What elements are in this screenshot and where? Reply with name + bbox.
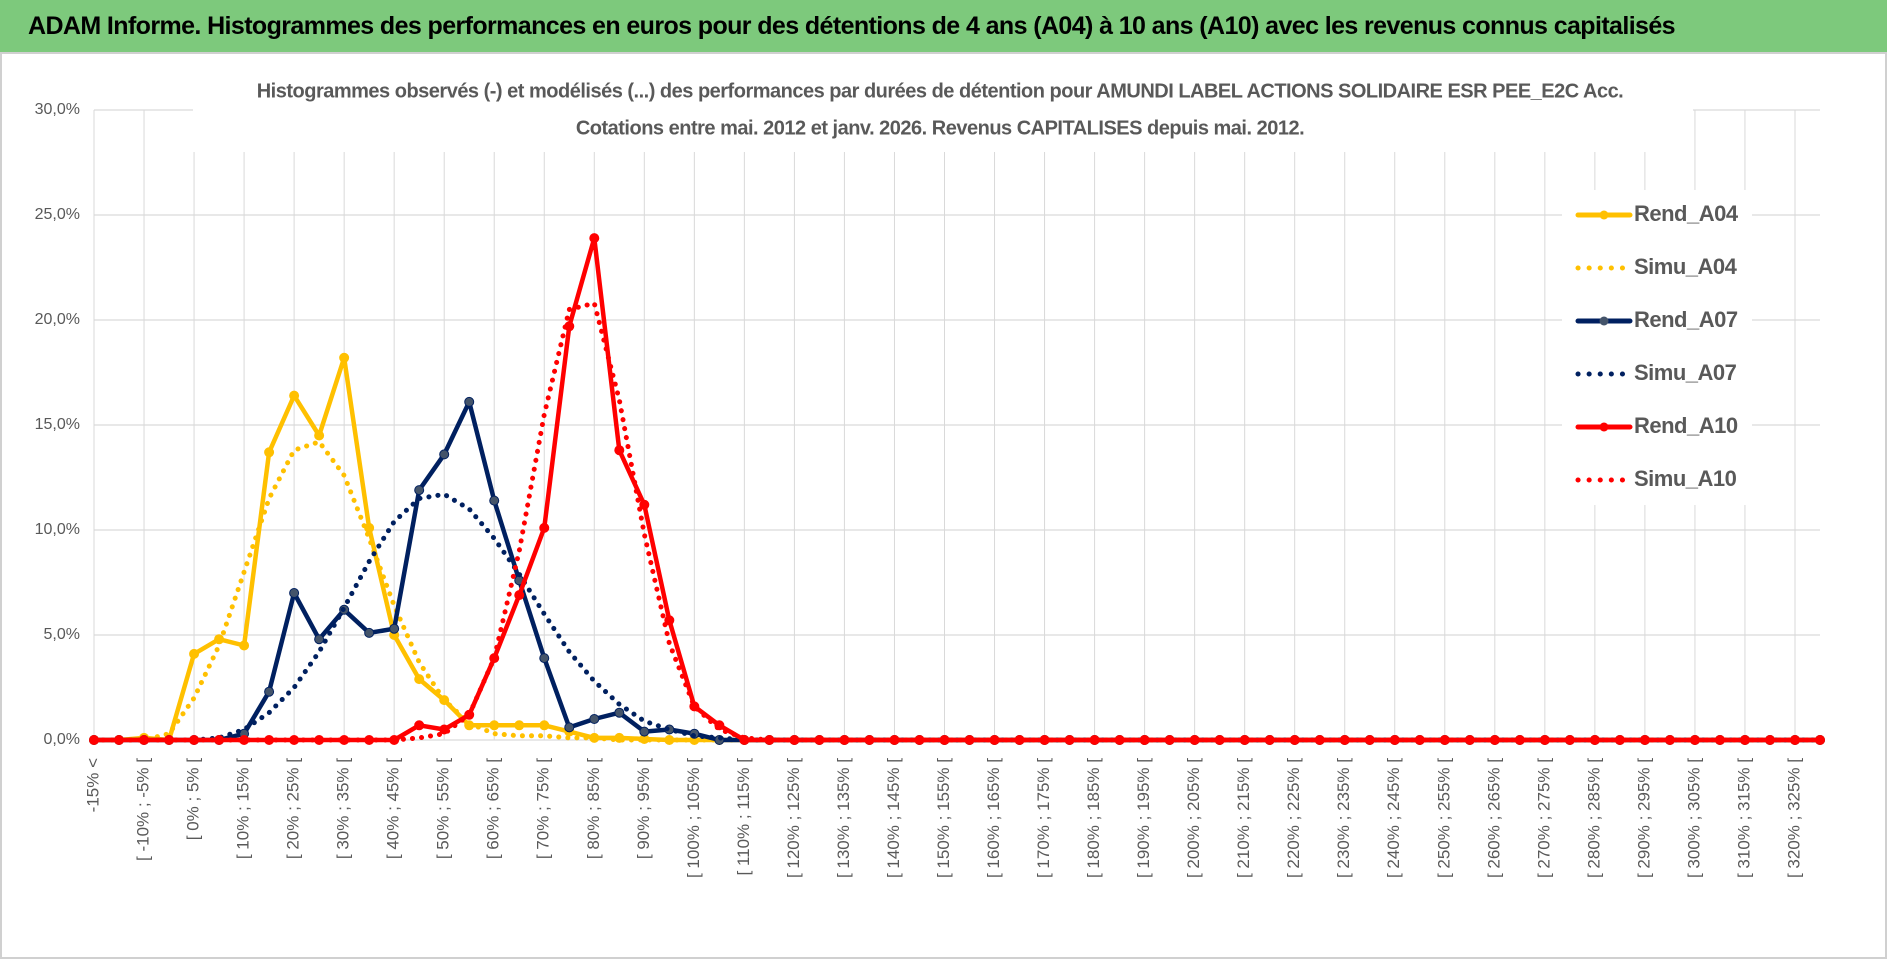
data-point (364, 627, 375, 638)
series-line (91, 399, 1823, 743)
x-tick-label: [ 120% ; 125% [ (784, 758, 803, 878)
legend-label: Rend_A04 (1634, 201, 1739, 226)
x-tick-label: [ 190% ; 195% [ (1134, 758, 1153, 878)
data-point (239, 640, 250, 651)
legend-label: Rend_A07 (1634, 307, 1738, 332)
x-tick-label: [ 300% ; 305% [ (1684, 758, 1703, 878)
header-title: ADAM Informe. Histogrammes des performan… (0, 0, 1887, 52)
x-tick-label: [ 290% ; 295% [ (1634, 758, 1653, 878)
chart-title: Histogrammes observés (-) et modélisés (… (257, 80, 1624, 102)
data-point (314, 634, 325, 645)
legend-marker (1599, 210, 1609, 220)
legend-label: Simu_A10 (1634, 466, 1737, 491)
x-tick-label: [ 260% ; 265% [ (1484, 758, 1503, 878)
x-tick-label: [ 0% ; 5% [ (184, 758, 203, 840)
y-tick-label: 30,0% (35, 101, 80, 118)
x-tick-label: [ 210% ; 215% [ (1234, 758, 1253, 878)
data-point (639, 726, 650, 737)
data-point (514, 720, 525, 731)
x-tick-label: [ 140% ; 145% [ (884, 758, 903, 878)
x-tick-label: [ 50% ; 55% [ (434, 758, 453, 859)
data-point (389, 623, 400, 634)
chart-frame (0, 52, 1887, 959)
series-line (91, 235, 1823, 743)
y-tick-label: 0,0% (44, 731, 80, 748)
data-point (289, 588, 300, 598)
y-tick-label: 15,0% (35, 416, 80, 433)
data-point (489, 495, 500, 506)
x-tick-label: [ 30% ; 35% [ (334, 758, 353, 859)
x-tick-label: [ 70% ; 75% [ (534, 758, 553, 859)
x-tick-label: [ -10% ; -5% [ (134, 758, 153, 861)
data-point (264, 686, 275, 697)
x-tick-label: [ 10% ; 15% [ (234, 758, 253, 859)
legend: Rend_A04 Simu_A04 Rend_A07 Simu_A07 Rend_A10… (1562, 190, 1752, 505)
data-point (339, 352, 350, 363)
data-point (414, 674, 425, 685)
x-tick-label: [ 80% ; 85% [ (584, 758, 603, 859)
x-tick-label: [ 320% ; 325% [ (1784, 758, 1803, 878)
data-point (564, 722, 575, 733)
x-tick-label: [ 280% ; 285% [ (1584, 758, 1603, 878)
legend-label: Simu_A04 (1634, 254, 1738, 279)
x-tick-label: [ 180% ; 185% [ (1084, 758, 1103, 878)
legend-background (1562, 190, 1752, 505)
legend-marker (1599, 422, 1609, 432)
x-tick-label: [ 270% ; 275% [ (1534, 758, 1553, 878)
data-point (439, 449, 450, 460)
chart-subtitle: Cotations entre mai. 2012 et janv. 2026.… (576, 117, 1304, 139)
x-tick-label: -15% < (83, 758, 102, 812)
data-point (639, 499, 650, 510)
title-background (193, 72, 1693, 152)
series-line (91, 300, 1823, 743)
data-point (264, 447, 275, 458)
chart: 0,0% 5,0% 10,0% 15,0% 20,0% 25,0% 30,0% -15% < [… (0, 52, 1887, 959)
data-point (489, 720, 500, 731)
legend-label: Simu_A07 (1634, 360, 1737, 385)
x-tick-label: [ 130% ; 135% [ (834, 758, 853, 878)
data-point (414, 485, 425, 496)
series-line (91, 355, 1823, 743)
grid: 0,0% 5,0% 10,0% 15,0% 20,0% 25,0% 30,0% -15% < [… (35, 101, 1820, 878)
x-tick-label: [ 310% ; 315% [ (1734, 758, 1753, 878)
data-point (414, 720, 425, 731)
x-tick-label: [ 40% ; 45% [ (384, 758, 403, 859)
data-point (589, 714, 600, 724)
series-line (91, 439, 1823, 743)
data-point (514, 590, 525, 601)
data-point (614, 707, 625, 718)
x-tick-label: [ 100% ; 105% [ (684, 758, 703, 878)
data-point (539, 522, 550, 533)
data-point (189, 648, 200, 659)
data-point (464, 396, 475, 407)
x-tick-label: [ 110% ; 115% [ (734, 758, 753, 876)
y-tick-label: 10,0% (35, 521, 80, 538)
y-tick-label: 5,0% (44, 626, 80, 643)
legend-label: Rend_A10 (1634, 413, 1738, 438)
data-point (614, 445, 625, 456)
data-point (589, 233, 600, 244)
x-tick-label: [ 230% ; 235% [ (1334, 758, 1353, 878)
data-point (289, 390, 300, 401)
data-point (314, 430, 325, 441)
x-tick-label: [ 20% ; 25% [ (284, 758, 303, 859)
legend-marker (1599, 316, 1609, 326)
x-tick-label: [ 160% ; 165% [ (984, 758, 1003, 878)
x-tick-label: [ 170% ; 175% [ (1034, 758, 1053, 878)
x-tick-label: [ 200% ; 205% [ (1184, 758, 1203, 878)
data-point (539, 720, 550, 731)
x-tick-label: [ 150% ; 155% [ (934, 758, 953, 878)
x-tick-label: [ 250% ; 255% [ (1434, 758, 1453, 878)
plot (89, 233, 1825, 745)
x-tick-label: [ 90% ; 95% [ (634, 758, 653, 859)
y-tick-label: 20,0% (35, 311, 80, 328)
x-tick-label: [ 240% ; 245% [ (1384, 758, 1403, 878)
x-tick-label: [ 220% ; 225% [ (1284, 758, 1303, 878)
data-point (539, 653, 550, 664)
y-tick-label: 25,0% (35, 206, 80, 223)
data-point (664, 615, 675, 626)
x-tick-label: [ 60% ; 65% [ (484, 758, 503, 859)
